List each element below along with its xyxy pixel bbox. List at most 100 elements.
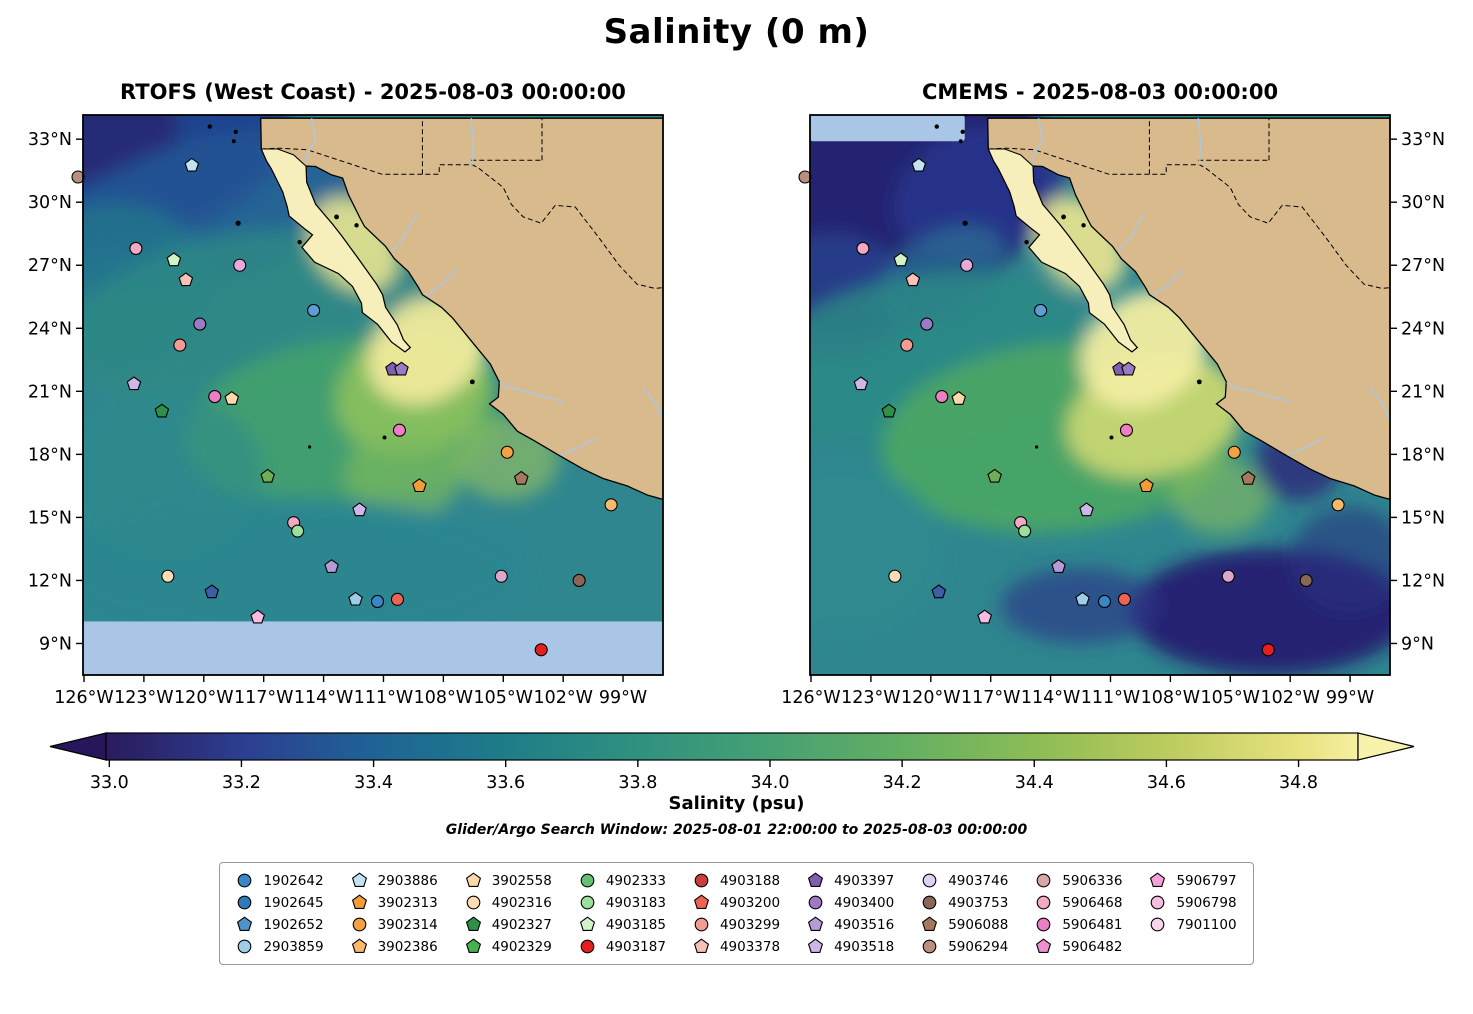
panel-rtofs: RTOFS (West Coast) - 2025-08-03 00:00:00…: [11, 80, 673, 713]
figure-title: Salinity (0 m): [603, 12, 870, 52]
float-marker: [580, 895, 595, 910]
float-marker: [1051, 559, 1066, 573]
pentagon-marker-icon: [808, 938, 824, 953]
legend-column: 1902642 1902645 1902652 2903859: [236, 872, 324, 955]
float-marker: [1097, 594, 1112, 609]
legend-item: 3902558: [465, 872, 552, 889]
float-marker: [853, 376, 869, 391]
lat-tick-label: 21°N: [28, 382, 72, 402]
map-plot-area: [83, 115, 663, 675]
river: [1226, 381, 1291, 403]
legend-item: 4903397: [807, 872, 894, 889]
circle-marker-icon: [1036, 917, 1051, 932]
float-id: 3902558: [491, 872, 552, 889]
river: [1117, 212, 1146, 253]
lon-tick-label: 99°W: [1326, 688, 1374, 708]
float-marker: [808, 916, 824, 931]
legend-column: 5906336 5906468 5906481 5906482: [1035, 872, 1122, 955]
float-marker: [390, 592, 405, 606]
island: [308, 445, 312, 449]
lon-tick-label: 120°W: [901, 688, 960, 708]
lon-tick-label: 123°W: [841, 688, 900, 708]
plot-frame: [82, 114, 664, 676]
float-marker: [129, 241, 143, 255]
float-marker: [126, 376, 142, 391]
legend-column: 5906797 5906798 7901100: [1149, 872, 1237, 955]
river: [390, 212, 419, 253]
circle-marker-icon: [808, 895, 823, 910]
lat-tick-label: 27°N: [1401, 256, 1445, 276]
float-marker: [238, 895, 252, 910]
salinity-field: [83, 115, 560, 644]
circle-marker-icon: [922, 895, 937, 910]
legend-item: 1902642: [236, 872, 324, 889]
circle-marker-icon: [238, 895, 252, 910]
float-marker: [881, 403, 897, 418]
float-marker: [900, 338, 914, 352]
legend-item: 5906481: [1035, 916, 1122, 933]
float-id: 4902316: [491, 894, 552, 911]
lat-tick-label: 27°N: [28, 256, 72, 276]
float-marker: [960, 258, 974, 272]
float-legend: 1902642 1902645 1902652 2903859 2903886 39023…: [219, 862, 1254, 965]
float-id: 5906336: [1062, 872, 1123, 889]
legend-column: 2903886 3902313 3902314 3902386: [351, 872, 438, 955]
float-marker: [412, 478, 427, 493]
lat-tick-label: 12°N: [1401, 571, 1445, 591]
float-marker: [534, 643, 548, 657]
legend-item: 4903185: [579, 916, 666, 933]
pentagon-marker-icon: [351, 894, 367, 909]
float-marker: [351, 872, 367, 887]
float-id: 4903746: [948, 872, 1009, 889]
river: [1152, 268, 1185, 297]
float-id: 4903397: [834, 872, 895, 889]
colorbar-under-arrow: [49, 732, 107, 761]
river: [304, 118, 317, 163]
float-marker: [392, 423, 407, 437]
lat-tick-label: 30°N: [28, 193, 72, 213]
float-marker: [1150, 872, 1166, 887]
float-marker: [694, 917, 709, 932]
float-marker: [161, 569, 175, 583]
circle-marker-icon: [1036, 873, 1051, 888]
float-id: 3902386: [377, 938, 438, 955]
island: [1081, 223, 1086, 228]
pentagon-marker-icon: [1036, 938, 1052, 953]
float-marker: [693, 938, 709, 953]
circle-marker-icon: [922, 939, 937, 954]
legend-item: 5906797: [1149, 872, 1237, 889]
island: [934, 124, 939, 129]
pentagon-marker-icon: [1150, 872, 1166, 887]
float-marker: [1139, 478, 1154, 493]
float-marker: [465, 938, 481, 953]
legend-item: 4903200: [693, 894, 780, 911]
masked-band-bottom: [83, 621, 663, 675]
cmems-map: 33°N 30°N 27°N 24°N 21°N 18°N 15°N 12°N 9°N 126°W…: [781, 114, 1445, 708]
colorbar-tick-label: 34.6: [1146, 773, 1185, 793]
float-marker: [1036, 917, 1051, 932]
float-id: 5906088: [948, 916, 1009, 933]
lon-tick-label: 120°W: [174, 688, 233, 708]
pentagon-marker-icon: [579, 916, 595, 931]
map-plot-area: [810, 115, 1390, 675]
float-id: 4903185: [605, 916, 666, 933]
legend-item: 4903746: [921, 872, 1008, 889]
lon-tick-label: 99°W: [599, 688, 647, 708]
plot-frame: [809, 114, 1391, 676]
circle-marker-icon: [922, 873, 937, 888]
island: [297, 239, 302, 245]
float-marker: [1221, 569, 1235, 583]
lat-tick-label: 9°N: [39, 634, 72, 654]
float-marker: [905, 272, 921, 287]
float-marker: [1299, 573, 1313, 587]
legend-item: 4903516: [807, 916, 894, 933]
float-marker: [922, 939, 937, 954]
float-marker: [352, 502, 367, 517]
lat-tick-label: 18°N: [28, 445, 72, 465]
float-marker: [922, 895, 937, 910]
float-id: 4903183: [605, 894, 666, 911]
lat-tick-label: 21°N: [1401, 382, 1445, 402]
float-marker: [233, 258, 247, 272]
float-marker: [1036, 938, 1052, 953]
